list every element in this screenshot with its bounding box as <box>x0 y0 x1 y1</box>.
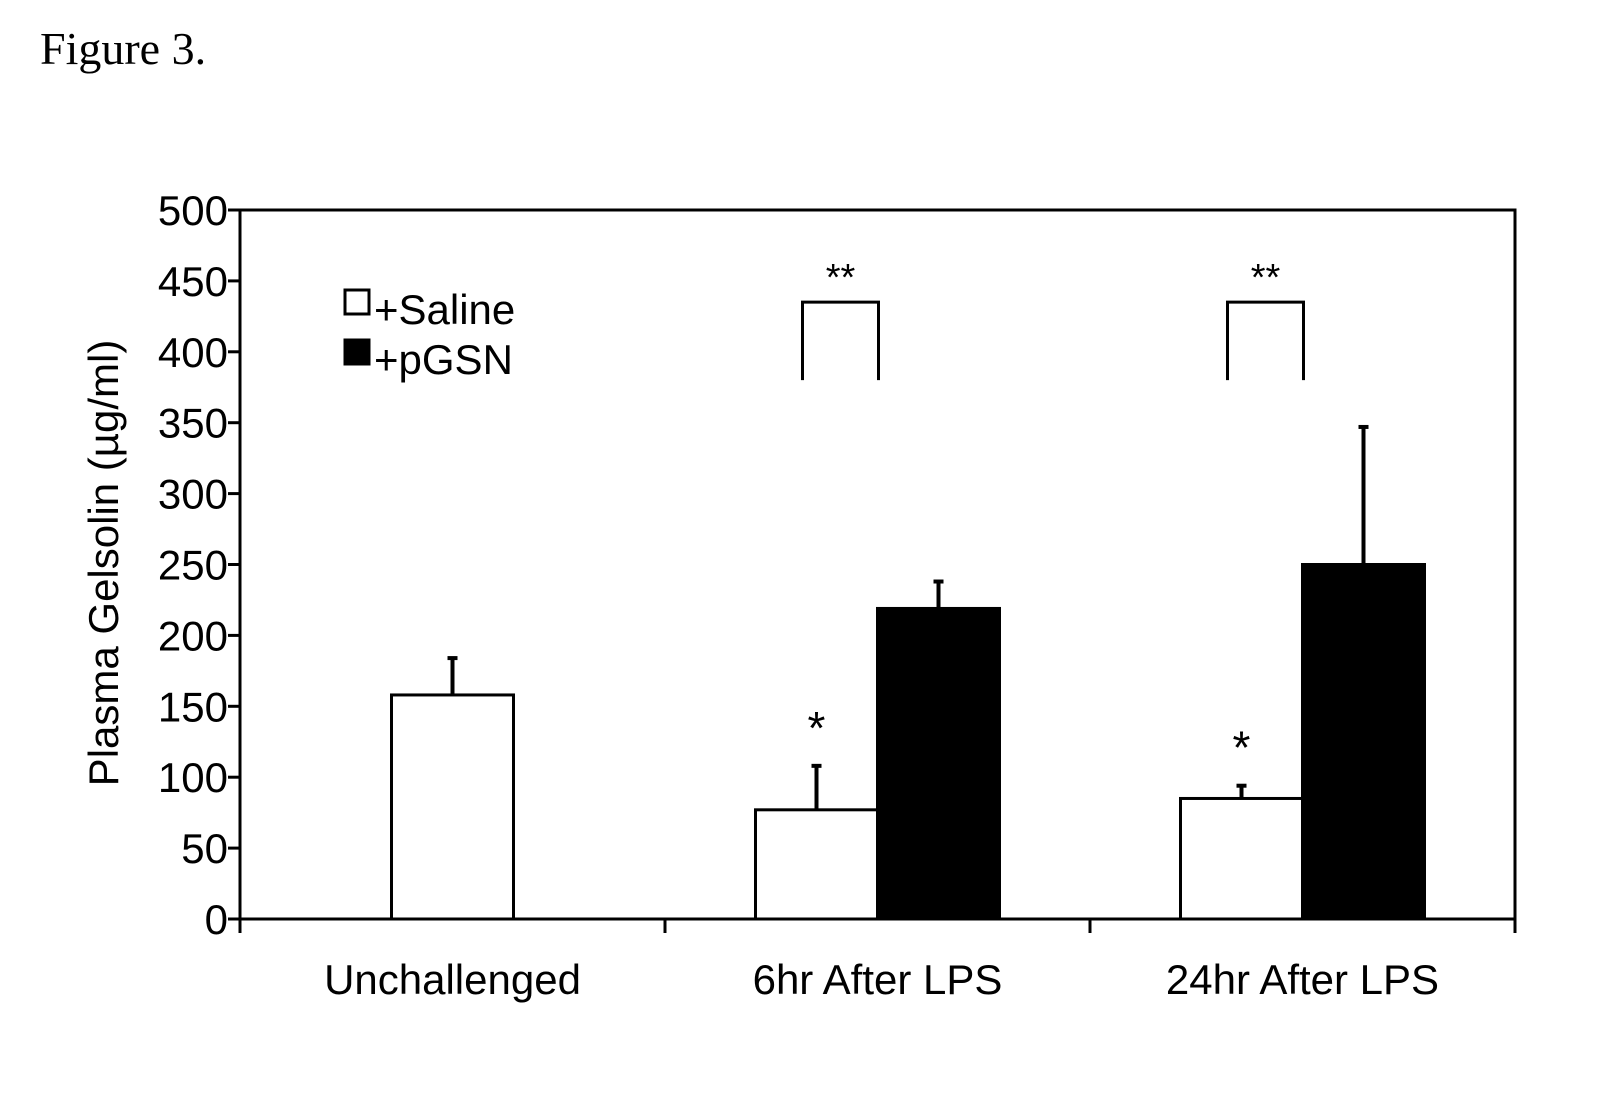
y-tick-label: 0 <box>205 896 228 943</box>
significance-marker: ** <box>826 257 856 299</box>
y-tick-label: 400 <box>158 329 228 376</box>
x-axis: Unchallenged 6hr After LPS 24hr After LPS <box>240 919 1515 1003</box>
legend-swatch <box>345 340 369 364</box>
y-tick-label: 100 <box>158 754 228 801</box>
legend-label: +Saline <box>374 286 515 333</box>
y-tick-label: 350 <box>158 400 228 447</box>
y-tick-label: 450 <box>158 258 228 305</box>
y-tick-label: 250 <box>158 542 228 589</box>
bar-saline <box>392 695 514 919</box>
x-tick-label: Unchallenged <box>324 956 581 1003</box>
bar-pgsn <box>878 608 1000 919</box>
bar-pgsn <box>1303 565 1425 920</box>
y-tick-label: 200 <box>158 612 228 659</box>
y-tick-label: 300 <box>158 471 228 518</box>
legend-label: +pGSN <box>374 336 513 383</box>
significance-marker: ** <box>1251 257 1281 299</box>
y-axis-label: Plasma Gelsolin (µg/ml) <box>80 340 127 787</box>
legend-swatch <box>345 290 369 314</box>
y-tick-label: 150 <box>158 683 228 730</box>
bar-saline <box>756 810 878 919</box>
significance-marker: * <box>1233 722 1251 774</box>
bars <box>392 427 1425 919</box>
legend: +Saline+pGSN <box>345 286 515 383</box>
bar-saline <box>1181 798 1303 919</box>
significance-marker: * <box>808 702 826 754</box>
y-axis: 0 50 100 150 200 250 300 350 400 450 500 <box>158 187 240 943</box>
x-tick-label: 6hr After LPS <box>753 956 1003 1003</box>
y-tick-label: 50 <box>181 825 228 872</box>
significance-bracket <box>1228 302 1304 380</box>
x-tick-label: 24hr After LPS <box>1166 956 1439 1003</box>
significance-bracket <box>803 302 879 380</box>
y-tick-label: 500 <box>158 187 228 234</box>
